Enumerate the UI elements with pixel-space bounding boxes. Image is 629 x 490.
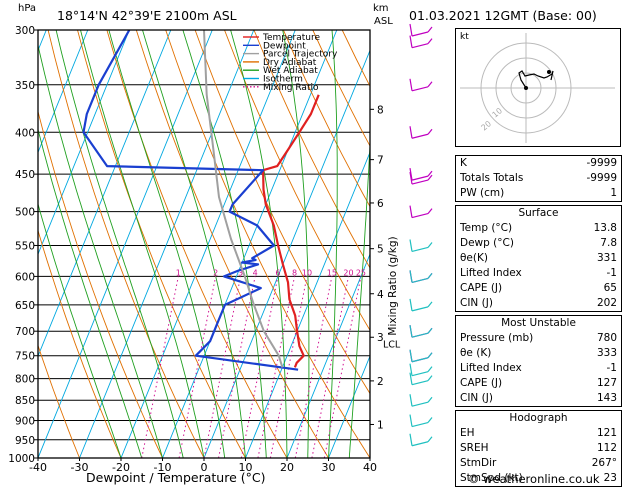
most-unstable-box: Most Unstable Pressure (mb)780 θe (K)333… [455, 315, 622, 407]
wind-barb-icon [410, 36, 432, 48]
isotherm-line [0, 30, 5, 458]
mixing-ratio-line [142, 276, 179, 458]
temperature-tick-label: 30 [322, 461, 336, 474]
wind-barb-icon [410, 394, 432, 406]
index-row: Lifted Index-1 [460, 361, 617, 376]
index-row: CIN (J)143 [460, 391, 617, 406]
altitude-tick-label: 2 [377, 376, 384, 388]
indices-panel: K-9999 Totals Totals-9999 PW (cm)1 Surfa… [455, 155, 622, 490]
dry-adiabat-line [0, 30, 79, 458]
general-indices-box: K-9999 Totals Totals-9999 PW (cm)1 [455, 155, 622, 202]
index-row: θe(K)331 [460, 251, 617, 266]
plot-frame [38, 30, 370, 458]
wet-adiabat-line [183, 30, 266, 458]
mixing-ratio-line [219, 276, 256, 458]
temperature-tick-label: 40 [363, 461, 377, 474]
wet-adiabat-line [35, 30, 163, 458]
wind-barb-icon [410, 239, 432, 251]
mixing-ratio-label: 8 [292, 268, 297, 277]
pressure-tick-label: 900 [15, 416, 35, 428]
hodograph-storm-dot [547, 70, 551, 74]
temperature-tick-label: 20 [280, 461, 294, 474]
altitude-tick-label: 8 [377, 104, 384, 116]
wet-adiabat-line [56, 30, 183, 458]
hodograph-title: Hodograph [460, 411, 617, 426]
altitude-tick-label: 6 [377, 198, 384, 210]
pressure-tick-label: 400 [15, 127, 35, 139]
hodograph: kt 10 20 [455, 28, 622, 168]
index-row: PW (cm)1 [460, 186, 617, 201]
mixing-ratio-axis-label: Mixing Ratio (g/kg) [387, 236, 399, 335]
index-row: Pressure (mb)780 [460, 331, 617, 346]
wind-barb-icon [410, 79, 432, 91]
mixing-ratio-label: 4 [253, 268, 258, 277]
wind-barb-icon [410, 434, 432, 446]
altitude-tick-label: 4 [377, 289, 384, 301]
altitude-tick-label: 7 [377, 155, 384, 167]
pressure-tick-label: 300 [15, 25, 35, 37]
wind-barb-icon [410, 350, 432, 362]
wind-barb-icon [410, 24, 432, 36]
pressure-tick-label: 700 [15, 326, 35, 338]
hodograph-unit: kt [460, 32, 469, 42]
index-row: Temp (°C)13.8 [460, 221, 617, 236]
index-row: Dewp (°C)7.8 [460, 236, 617, 251]
mixing-ratio-label: 20 [343, 268, 353, 277]
wind-barb-icon [410, 126, 432, 138]
dry-adiabat-line [19, 30, 163, 458]
hodograph-storm-dot [524, 86, 528, 90]
pressure-tick-label: 350 [15, 80, 35, 92]
wind-barb-icon [410, 206, 432, 218]
pressure-tick-label: 500 [15, 207, 35, 219]
index-row: CAPE (J)127 [460, 376, 617, 391]
index-row: Totals Totals-9999 [460, 171, 617, 186]
mixing-ratio-label: 25 [356, 268, 366, 277]
wind-barb-icon [410, 299, 432, 311]
pressure-tick-label: 750 [15, 351, 35, 363]
dry-adiabat-line [166, 30, 370, 458]
pressure-tick-label: 950 [15, 435, 35, 447]
dry-adiabat-line [225, 30, 454, 458]
mixing-ratio-line [179, 276, 216, 458]
wind-barb-icon [410, 373, 432, 385]
mixing-ratio-label: 6 [275, 268, 280, 277]
pressure-tick-label: 850 [15, 395, 35, 407]
wind-barb-icon [410, 364, 432, 376]
index-row: K-9999 [460, 156, 617, 171]
mixing-ratio-label: 15 [327, 268, 337, 277]
surface-box: Surface Temp (°C)13.8 Dewp (°C)7.8 θe(K)… [455, 205, 622, 312]
pressure-tick-label: 450 [15, 169, 35, 181]
lcl-label: LCL [383, 340, 401, 351]
wind-barb-icon [410, 270, 432, 282]
pressure-tick-label: 600 [15, 271, 35, 283]
isotherm-line [0, 30, 88, 458]
index-row: CAPE (J)65 [460, 281, 617, 296]
index-row: Lifted Index-1 [460, 266, 617, 281]
altitude-tick-label: 5 [377, 244, 384, 256]
mixing-ratio-line [295, 276, 332, 458]
mixing-ratio-label: 10 [302, 268, 312, 277]
pressure-tick-label: 550 [15, 240, 35, 252]
mixing-ratio-label: 1 [176, 268, 181, 277]
isotherm-line [287, 30, 461, 458]
legend-entry: Mixing Ratio [263, 83, 319, 93]
credit: © weatheronline.co.uk [468, 472, 600, 486]
pressure-tick-label: 650 [15, 300, 35, 312]
x-axis-label: Dewpoint / Temperature (°C) [86, 470, 265, 485]
mixing-ratio-label: 2 [213, 268, 218, 277]
wind-barb-icon [410, 325, 432, 337]
most-unstable-title: Most Unstable [460, 316, 617, 331]
index-row: θe (K)333 [460, 346, 617, 361]
temperature-tick-label: -40 [29, 461, 47, 474]
temperature-line [263, 95, 319, 368]
wind-barb-icon [410, 415, 432, 427]
altitude-tick-label: 1 [377, 419, 384, 431]
pressure-tick-label: 800 [15, 374, 35, 386]
surface-title: Surface [460, 206, 617, 221]
index-row: CIN (J)202 [460, 296, 617, 311]
